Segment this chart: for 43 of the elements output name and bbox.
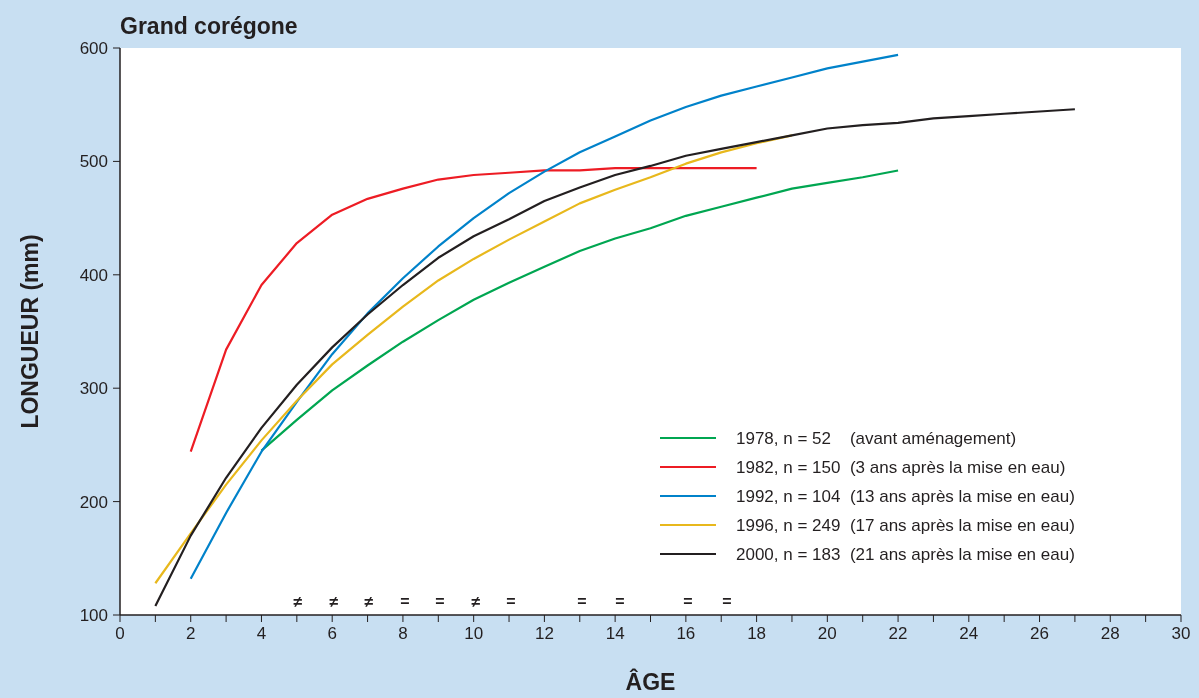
annotation: ≠: [293, 593, 303, 610]
x-tick-label: 4: [256, 624, 267, 643]
x-tick-label: 30: [1171, 624, 1191, 643]
annotation: =: [400, 593, 410, 610]
line-series: [154, 108, 1076, 608]
y-tick-label: 400: [79, 265, 108, 285]
legend-label: 1982, n = 150 (3 ans après la mise en eau): [736, 458, 1066, 477]
annotation: =: [722, 593, 732, 610]
y-tick-label: 300: [79, 379, 108, 399]
x-tick-label: 22: [888, 624, 908, 643]
legend-label: 1996, n = 249 (17 ans après la mise en eau): [736, 516, 1075, 535]
annotation: ≠: [471, 593, 481, 610]
y-tick-label: 600: [79, 39, 108, 58]
x-tick-label: 0: [115, 624, 125, 643]
x-tick-label: 14: [605, 624, 625, 643]
annotation: ≠: [329, 593, 339, 610]
x-tick-label: 18: [747, 624, 767, 643]
line-series: [260, 169, 900, 452]
y-tick-label: 200: [79, 492, 108, 512]
x-tick-label: 6: [327, 624, 337, 643]
annotation: =: [615, 593, 625, 610]
x-tick-label: 2: [186, 624, 196, 643]
x-tick-label: 20: [817, 624, 837, 643]
legend-label: 1992, n = 104 (13 ans après la mise en eau): [736, 487, 1075, 506]
x-tick-label: 26: [1030, 624, 1049, 643]
x-axis-title: ÂGE: [625, 668, 676, 695]
x-tick-label: 10: [464, 624, 484, 643]
x-tick-label: 8: [398, 624, 408, 643]
annotation: =: [683, 593, 693, 610]
annotation: =: [577, 593, 587, 610]
chart-title: Grand corégone: [120, 13, 298, 39]
legend-label: 1978, n = 52 (avant aménagement): [736, 429, 1017, 448]
x-tick-label: 28: [1100, 624, 1120, 643]
y-tick-label: 500: [79, 152, 108, 172]
x-tick-label: 24: [959, 624, 979, 643]
x-tick-label: 16: [676, 624, 696, 643]
annotation: =: [435, 593, 445, 610]
annotation: =: [506, 593, 516, 610]
x-tick-label: 12: [534, 624, 554, 643]
y-axis-title: LONGUEUR (mm): [17, 234, 43, 429]
y-tick-label: 100: [79, 606, 108, 625]
annotation: ≠: [364, 593, 374, 610]
legend-label: 2000, n = 183 (21 ans après la mise en eau): [736, 545, 1075, 564]
